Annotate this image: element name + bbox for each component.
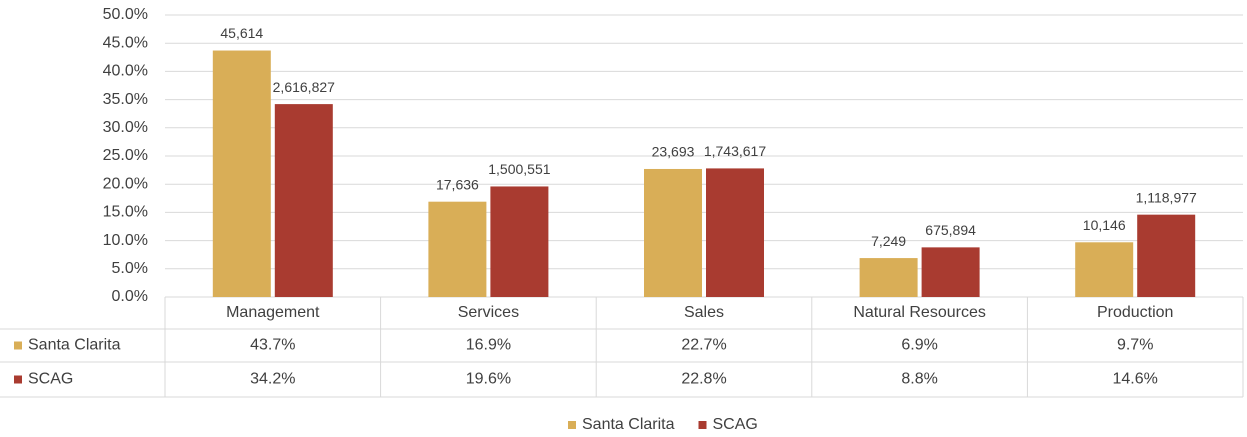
data-label: 7,249 (871, 233, 906, 249)
legend-label: Santa Clarita (582, 416, 675, 433)
bar (921, 247, 980, 297)
table-cell: 14.6% (1113, 371, 1158, 388)
y-tick-label: 10.0% (103, 232, 148, 249)
bar (428, 201, 487, 297)
table-cell: 19.6% (466, 371, 511, 388)
data-label: 45,614 (220, 25, 263, 41)
table-cell: 6.9% (901, 337, 937, 354)
y-tick-label: 40.0% (103, 63, 148, 80)
data-label: 2,616,827 (273, 79, 335, 95)
y-tick-label: 5.0% (112, 260, 148, 277)
bar (274, 104, 333, 297)
table-row-header: SCAG (28, 371, 73, 388)
x-tick-label: Services (458, 304, 519, 321)
data-label: 1,743,617 (704, 143, 766, 159)
table-row-header: Santa Clarita (28, 337, 121, 354)
table-cell: 16.9% (466, 337, 511, 354)
y-tick-label: 15.0% (103, 204, 148, 221)
bar (1137, 214, 1196, 297)
table-cell: 43.7% (250, 337, 295, 354)
y-tick-label: 30.0% (103, 119, 148, 136)
data-label: 23,693 (652, 144, 695, 160)
bar (706, 168, 764, 297)
bar (1075, 242, 1134, 297)
x-tick-label: Natural Resources (853, 304, 986, 321)
legend-key (698, 421, 707, 429)
y-tick-label: 45.0% (103, 34, 148, 51)
data-label: 17,636 (436, 176, 479, 192)
legend-key (568, 421, 576, 429)
legend-key (14, 375, 22, 384)
y-tick-label: 20.0% (103, 175, 148, 192)
bar (859, 258, 918, 297)
bar (212, 50, 271, 298)
table-cell: 22.8% (681, 371, 726, 388)
data-label: 1,118,977 (1136, 189, 1197, 205)
table-cell: 9.7% (1117, 337, 1153, 354)
y-tick-label: 50.0% (103, 6, 148, 23)
y-tick-label: 35.0% (103, 91, 148, 108)
y-tick-label: 25.0% (103, 147, 148, 164)
bar (644, 168, 702, 297)
legend-label: SCAG (713, 416, 758, 433)
x-tick-label: Management (226, 304, 320, 321)
x-tick-label: Sales (684, 304, 724, 321)
bar (490, 186, 549, 297)
table-cell: 8.8% (901, 371, 937, 388)
table-cell: 34.2% (250, 371, 295, 388)
legend-key (14, 341, 22, 350)
x-tick-label: Production (1097, 304, 1174, 321)
data-label: 1,500,551 (488, 161, 550, 177)
data-label: 675,894 (925, 222, 976, 238)
table-cell: 22.7% (681, 337, 726, 354)
y-tick-label: 0.0% (112, 288, 148, 305)
data-label: 10,146 (1083, 217, 1126, 233)
